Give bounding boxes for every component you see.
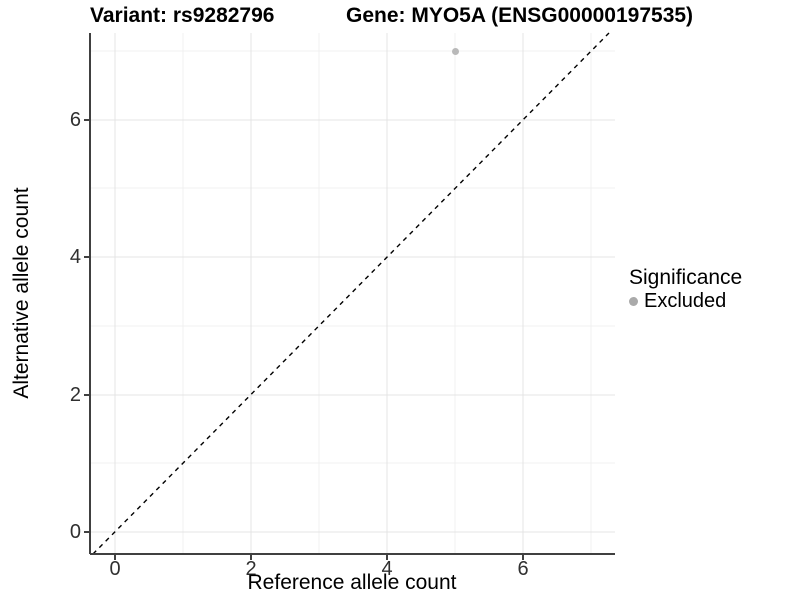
legend-title: Significance (629, 266, 743, 289)
grid-minor-lines (90, 33, 615, 554)
grid-major-lines (90, 33, 615, 554)
excluded-point-icon (629, 297, 638, 306)
x-tick-label-2: 2 (245, 558, 257, 580)
x-axis-title: Reference allele count (247, 571, 457, 594)
x-tick-label-4: 4 (381, 558, 393, 580)
x-tick-label-0: 0 (109, 558, 121, 580)
axis-lines (89, 33, 615, 555)
plot-title-gene: Gene: MYO5A (ENSG00000197535) (346, 4, 694, 27)
identity-reference-line (92, 32, 610, 555)
y-tick-label-0: 0 (69, 521, 81, 543)
y-tick-label-2: 2 (69, 384, 81, 406)
x-tick-label-6: 6 (517, 558, 529, 580)
legend-item-label: Excluded (644, 290, 727, 312)
legend: Significance Excluded (629, 265, 742, 313)
plot-title-variant: Variant: rs9282796 (90, 4, 275, 27)
data-point-excluded (452, 48, 459, 55)
y-axis-title: Alternative allele count (10, 187, 33, 399)
y-tick-label-6: 6 (69, 109, 81, 131)
legend-item-excluded: Excluded (629, 290, 742, 313)
y-tick-label-4: 4 (69, 246, 81, 268)
tick-marks (84, 119, 524, 560)
